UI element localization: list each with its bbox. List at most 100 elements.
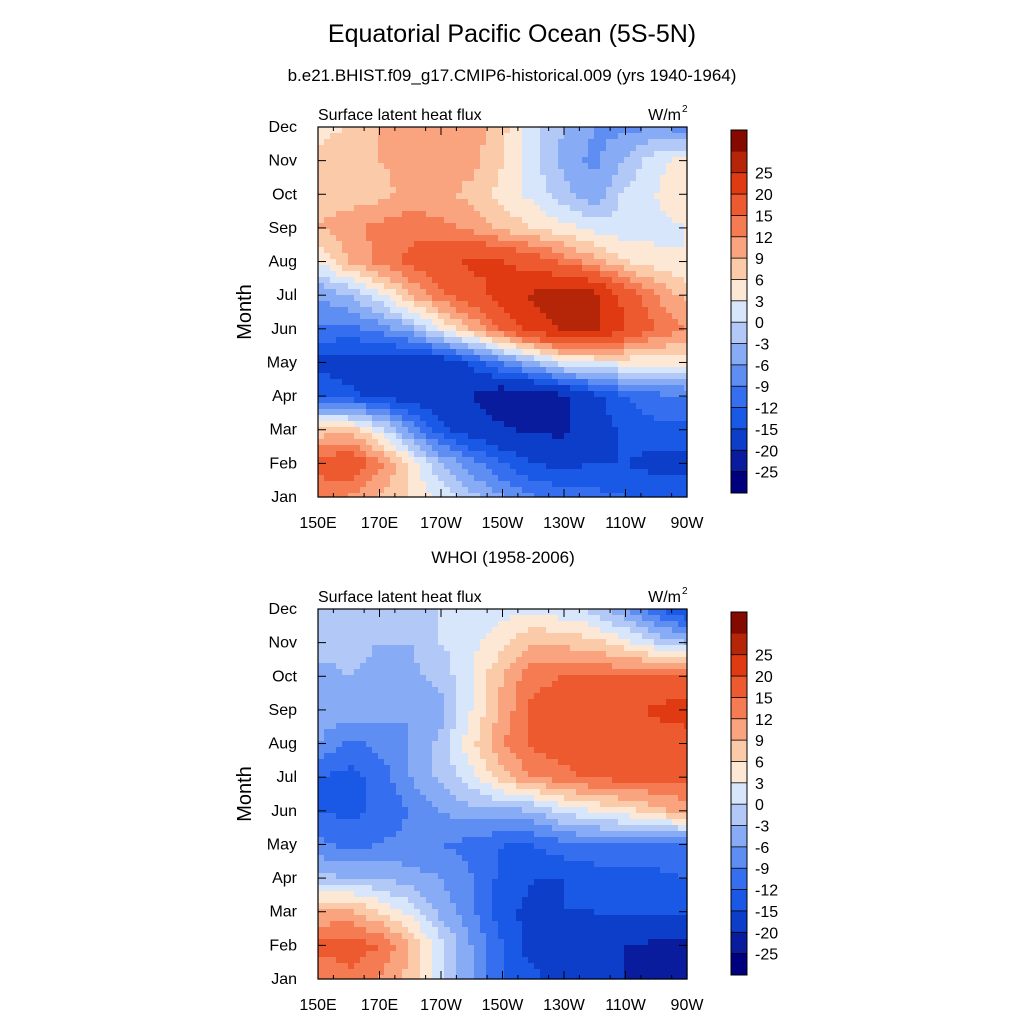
- heatmap-cell: [528, 313, 535, 320]
- heatmap-cell: [426, 705, 433, 712]
- heatmap-cell: [546, 627, 553, 634]
- heatmap-cell: [558, 397, 565, 404]
- heatmap-cell: [462, 139, 469, 146]
- heatmap-cell: [408, 475, 415, 482]
- heatmap-cell: [354, 403, 361, 410]
- heatmap-cell: [546, 451, 553, 458]
- heatmap-cell: [606, 307, 613, 314]
- heatmap-cell: [624, 475, 631, 482]
- heatmap-cell: [678, 319, 685, 326]
- heatmap-cell: [390, 487, 397, 494]
- heatmap-cell: [468, 651, 475, 658]
- heatmap-cell: [366, 289, 373, 296]
- heatmap-cell: [414, 397, 421, 404]
- heatmap-cell: [324, 181, 331, 188]
- heatmap-cell: [618, 349, 625, 356]
- heatmap-cell: [354, 331, 361, 338]
- heatmap-cell: [366, 493, 373, 498]
- heatmap-cell: [420, 439, 427, 446]
- heatmap-cell: [618, 193, 625, 200]
- heatmap-cell: [498, 163, 505, 170]
- heatmap-cell: [684, 253, 688, 260]
- heatmap-cell: [408, 259, 415, 266]
- heatmap-cell: [522, 651, 529, 658]
- heatmap-cell: [534, 217, 541, 224]
- heatmap-cell: [354, 457, 361, 464]
- heatmap-cell: [366, 199, 373, 206]
- heatmap-cell: [540, 699, 547, 706]
- heatmap-cell: [456, 699, 463, 706]
- heatmap-cell: [594, 283, 601, 290]
- heatmap-cell: [570, 627, 577, 634]
- heatmap-cell: [384, 169, 391, 176]
- heatmap-cell: [624, 433, 631, 440]
- heatmap-cell: [600, 663, 607, 670]
- heatmap-cell: [402, 457, 409, 464]
- heatmap-cell: [672, 657, 679, 664]
- heatmap-cell: [330, 241, 337, 248]
- heatmap-cell: [678, 469, 685, 476]
- heatmap-cell: [564, 457, 571, 464]
- heatmap-cell: [558, 493, 565, 498]
- heatmap-cell: [360, 229, 367, 236]
- heatmap-cell: [564, 463, 571, 470]
- heatmap-cell: [534, 681, 541, 688]
- heatmap-cell: [546, 151, 553, 158]
- heatmap-cell: [660, 361, 667, 368]
- heatmap-cell: [426, 367, 433, 374]
- heatmap-cell: [552, 307, 559, 314]
- heatmap-cell: [624, 271, 631, 278]
- heatmap-cell: [456, 343, 463, 350]
- heatmap-cell: [318, 445, 325, 452]
- heatmap-cell: [522, 211, 529, 218]
- heatmap-cell: [660, 439, 667, 446]
- heatmap-cell: [684, 277, 688, 284]
- heatmap-cell: [384, 247, 391, 254]
- heatmap-cell: [552, 151, 559, 158]
- heatmap-cell: [558, 403, 565, 410]
- heatmap-cell: [408, 609, 415, 616]
- heatmap-cell: [384, 337, 391, 344]
- heatmap-cell: [450, 615, 457, 622]
- heatmap-cell: [660, 355, 667, 362]
- heatmap-cell: [624, 181, 631, 188]
- heatmap-cell: [372, 373, 379, 380]
- heatmap-cell: [594, 343, 601, 350]
- heatmap-cell: [378, 421, 385, 428]
- heatmap-cell: [366, 175, 373, 182]
- heatmap-cell: [534, 639, 541, 646]
- heatmap-cell: [498, 199, 505, 206]
- heatmap-cell: [486, 193, 493, 200]
- heatmap-cell: [336, 651, 343, 658]
- heatmap-cell: [420, 379, 427, 386]
- heatmap-cell: [504, 217, 511, 224]
- heatmap-cell: [324, 193, 331, 200]
- heatmap-cell: [330, 675, 337, 682]
- heatmap-cell: [528, 337, 535, 344]
- heatmap-cell: [378, 681, 385, 688]
- heatmap-cell: [516, 615, 523, 622]
- heatmap-cell: [348, 421, 355, 428]
- heatmap-cell: [660, 367, 667, 374]
- heatmap-cell: [576, 379, 583, 386]
- heatmap-cell: [486, 699, 493, 706]
- heatmap-cell: [336, 391, 343, 398]
- heatmap-cell: [354, 229, 361, 236]
- heatmap-cell: [540, 283, 547, 290]
- heatmap-cell: [408, 639, 415, 646]
- heatmap-cell: [630, 253, 637, 260]
- heatmap-cell: [486, 367, 493, 374]
- heatmap-cell: [612, 645, 619, 652]
- heatmap-cell: [654, 199, 661, 206]
- heatmap-cell: [624, 651, 631, 658]
- heatmap-cell: [384, 175, 391, 182]
- heatmap-cell: [642, 205, 649, 212]
- heatmap-cell: [414, 331, 421, 338]
- heatmap-cell: [432, 397, 439, 404]
- heatmap-cell: [492, 139, 499, 146]
- colorbar-swatch: [731, 194, 747, 216]
- heatmap-cell: [342, 337, 349, 344]
- heatmap-cell: [564, 253, 571, 260]
- heatmap-cell: [528, 271, 535, 278]
- heatmap-cell: [372, 657, 379, 664]
